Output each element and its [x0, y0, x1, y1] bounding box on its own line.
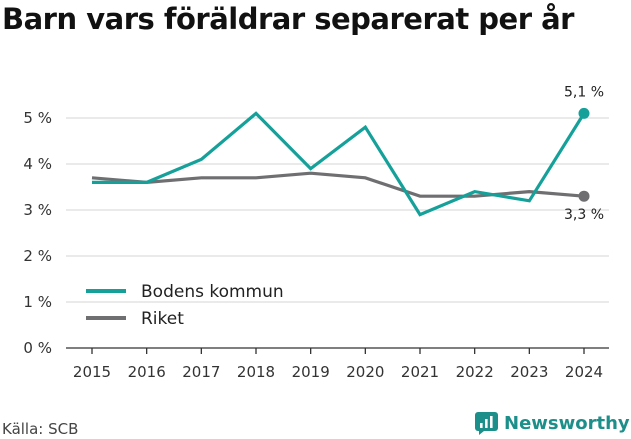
x-tick-label: 2018 [237, 363, 275, 381]
x-tick-label: 2020 [346, 363, 384, 381]
x-tick-label: 2024 [565, 363, 603, 381]
y-tick-label: 4 % [23, 155, 52, 173]
y-tick-label: 5 % [23, 109, 52, 127]
y-tick-label: 1 % [23, 293, 52, 311]
series-line-riket [91, 171, 585, 198]
y-tick-label: 2 % [23, 247, 52, 265]
chart-title: Barn vars föräldrar separerat per år [2, 2, 574, 36]
legend: Bodens kommun Riket [86, 282, 284, 329]
end-point-bodens-kommun [578, 107, 590, 119]
x-tick-label: 2022 [456, 363, 494, 381]
end-point-riket [578, 190, 590, 202]
x-tick-label: 2016 [128, 363, 166, 381]
legend-label-riket: Riket [141, 309, 184, 329]
gridlines [66, 117, 609, 349]
series-group: 5,1 % 3,3 % [91, 84, 604, 223]
x-tick-label: 2021 [401, 363, 439, 381]
y-tick-label: 3 % [23, 201, 52, 219]
x-tick-label: 2019 [292, 363, 330, 381]
y-axis: 0 % 1 % 2 % 3 % 4 % 5 % [23, 109, 52, 357]
x-axis: 2015 2016 2017 2018 2019 2020 2021 2022 2023 2024 [73, 348, 603, 381]
source-note: Källa: SCB [2, 420, 79, 438]
line-chart: 0 %1 %2 %3 %4 %5 % 2015 2016 2017 2018 2019 2… [23, 84, 609, 381]
y-tick-label: 0 % [23, 339, 52, 357]
x-tick-label: 2015 [73, 363, 111, 381]
x-tick-label: 2023 [510, 363, 548, 381]
x-tick-label: 2017 [182, 363, 220, 381]
series-line-bodens-kommun [92, 111, 586, 217]
end-label-bodens-kommun: 5,1 % [564, 84, 604, 100]
legend-label-bodens-kommun: Bodens kommun [141, 282, 284, 302]
brand-name: Newsworthy [504, 412, 630, 434]
end-label-riket: 3,3 % [564, 207, 604, 223]
newsworthy-logo-icon [475, 411, 498, 435]
brand-logo[interactable]: Newsworthy [475, 410, 630, 436]
